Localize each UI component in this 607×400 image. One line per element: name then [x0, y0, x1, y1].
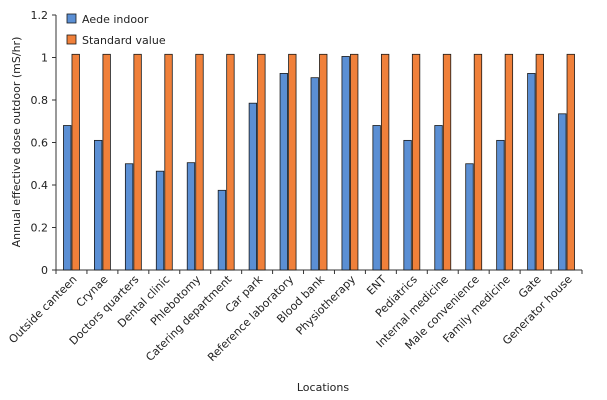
bar-standard-value	[380, 53, 390, 271]
bar-aede-indoor	[186, 162, 196, 271]
bar-standard-value	[504, 53, 514, 271]
axes: 0 0.2 0.4 0.6 0.8 1 1.2	[31, 9, 583, 277]
bar-aede-indoor	[124, 163, 134, 271]
bar-standard-value	[350, 53, 359, 271]
legend: Aede indoor Standard value	[66, 13, 166, 47]
bar-standard-value	[71, 53, 80, 271]
bar-aede-indoor	[310, 77, 319, 271]
y-tick-label: 0.6	[31, 137, 49, 150]
bar-aede-indoor	[341, 56, 350, 271]
legend-label: Aede indoor	[82, 13, 149, 26]
bar-aede-indoor	[465, 163, 474, 271]
bar-aede-indoor	[279, 73, 288, 271]
bar-standard-value	[102, 53, 111, 271]
bar-standard-value	[411, 53, 421, 271]
y-tick-label: 0.4	[31, 179, 49, 192]
y-tick-label: 0.8	[31, 94, 49, 107]
legend-swatch	[66, 34, 77, 45]
bar-standard-value	[319, 53, 328, 271]
legend-label: Standard value	[82, 34, 166, 47]
y-tick-label: 1.2	[31, 9, 49, 22]
bar-aede-indoor	[155, 170, 165, 271]
bar-aede-indoor	[558, 113, 567, 271]
x-tick-label: Gate	[516, 273, 544, 301]
y-tick-label: 0.2	[31, 222, 49, 235]
bar-standard-value	[226, 53, 235, 271]
bar-aede-indoor	[94, 139, 103, 271]
bar-standard-value	[133, 53, 142, 271]
bar-aede-indoor	[434, 125, 443, 271]
bar-standard-value	[257, 53, 266, 271]
bar-standard-value	[288, 53, 297, 271]
x-tick-label: Outside canteen	[6, 273, 79, 346]
x-tick-label: ENT	[364, 273, 389, 298]
bar-aede-indoor	[496, 139, 505, 271]
x-axis-title: Locations	[297, 381, 350, 394]
bar-standard-value	[164, 53, 173, 271]
bar-aede-indoor	[372, 125, 381, 271]
bar-aede-indoor	[403, 139, 412, 271]
bar-standard-value	[473, 53, 483, 271]
y-axis-title: Annual effective dose outdoor (mS/hr)	[10, 37, 23, 248]
bar-aede-indoor	[63, 125, 72, 271]
y-tick-label: 1	[41, 52, 48, 65]
bar-standard-value	[566, 53, 575, 271]
bars	[63, 53, 575, 271]
bar-standard-value	[195, 53, 204, 271]
bar-aede-indoor	[527, 73, 536, 271]
legend-swatch	[66, 13, 77, 24]
bar-aede-indoor	[217, 189, 227, 271]
bar-standard-value	[535, 53, 544, 271]
bar-standard-value	[442, 53, 452, 271]
bar-aede-indoor	[248, 102, 258, 271]
y-tick-label: 0	[41, 264, 48, 277]
